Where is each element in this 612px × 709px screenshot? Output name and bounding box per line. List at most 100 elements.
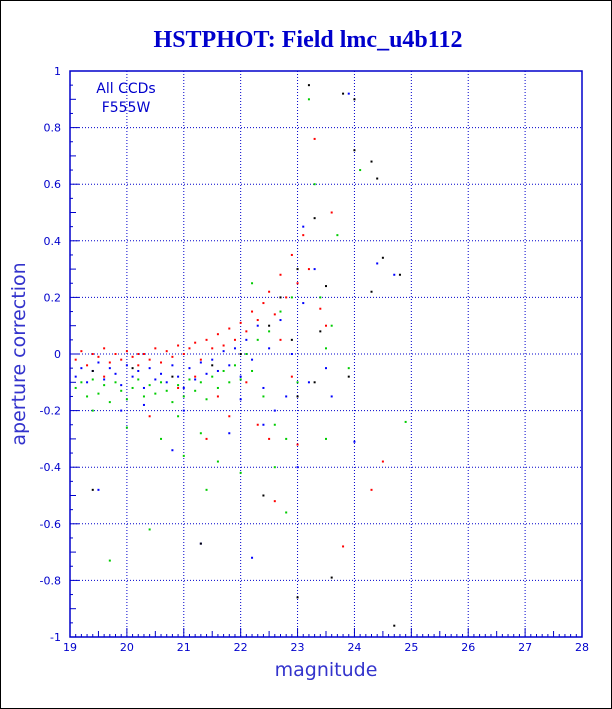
data-point xyxy=(160,437,163,440)
data-point xyxy=(216,395,219,398)
data-point xyxy=(262,386,265,389)
data-point xyxy=(86,364,89,367)
data-point xyxy=(91,353,94,355)
data-point xyxy=(245,353,248,355)
data-point xyxy=(398,273,401,276)
data-point xyxy=(262,302,265,305)
data-point xyxy=(245,330,248,333)
data-point xyxy=(142,353,145,355)
data-point xyxy=(279,319,282,322)
data-point xyxy=(290,375,293,378)
data-point xyxy=(330,395,333,398)
y-tick-label: -0.2 xyxy=(40,405,61,418)
data-point xyxy=(131,355,134,358)
data-point xyxy=(330,211,333,214)
data-point xyxy=(142,403,145,406)
data-point xyxy=(171,449,174,452)
data-point xyxy=(97,361,100,364)
data-point xyxy=(205,488,208,491)
data-point xyxy=(131,367,134,370)
data-point xyxy=(273,423,276,426)
data-point xyxy=(205,372,208,375)
data-point xyxy=(205,398,208,401)
data-point xyxy=(296,282,299,285)
data-point xyxy=(353,440,356,443)
data-point xyxy=(353,149,356,152)
data-point xyxy=(216,333,219,336)
data-point xyxy=(142,386,145,389)
data-point xyxy=(137,378,140,381)
grid xyxy=(70,71,582,637)
data-point xyxy=(182,395,185,398)
y-tick-labels: -1 -0.8 -0.6 -0.4 -0.2 0 0.2 0.4 0.6 0.8 1 xyxy=(40,65,61,644)
data-point xyxy=(228,432,231,435)
data-point xyxy=(91,409,94,412)
tick-marks xyxy=(69,70,583,638)
data-point xyxy=(268,347,271,350)
data-point xyxy=(182,454,185,457)
data-point xyxy=(120,358,123,361)
x-tick-label: 27 xyxy=(518,641,532,654)
data-point xyxy=(359,169,362,172)
data-point xyxy=(245,338,248,341)
data-point xyxy=(251,310,254,313)
data-point xyxy=(313,268,316,271)
data-point xyxy=(256,319,259,322)
data-point xyxy=(103,375,106,378)
data-point xyxy=(325,285,327,288)
data-point xyxy=(347,92,350,95)
data-point xyxy=(199,381,202,384)
annotation-ccds: All CCDs xyxy=(96,81,155,97)
data-point xyxy=(86,381,89,384)
data-point xyxy=(108,367,111,370)
data-point xyxy=(74,358,77,361)
data-point xyxy=(296,596,299,599)
data-point xyxy=(165,381,168,384)
data-point xyxy=(194,341,197,344)
data-point xyxy=(91,369,94,372)
data-point xyxy=(97,392,100,395)
data-point xyxy=(268,324,271,327)
data-point xyxy=(199,358,202,361)
data-point xyxy=(285,296,288,299)
data-point xyxy=(108,361,111,364)
data-point xyxy=(120,384,123,387)
data-point xyxy=(342,92,345,95)
data-point xyxy=(239,321,242,324)
data-point xyxy=(239,398,242,401)
data-point xyxy=(245,381,248,384)
data-point xyxy=(211,347,214,350)
y-tick-label: -1 xyxy=(50,631,61,644)
data-point xyxy=(131,386,134,389)
data-point xyxy=(80,367,83,370)
x-tick-label: 21 xyxy=(177,641,191,654)
data-point xyxy=(114,353,117,355)
data-point xyxy=(285,437,288,440)
x-tick-label: 19 xyxy=(63,641,77,654)
data-point xyxy=(290,338,293,341)
annotation-filter: F555W xyxy=(102,100,151,116)
data-point xyxy=(154,378,157,381)
data-point xyxy=(262,395,265,398)
data-point xyxy=(165,389,168,392)
data-point xyxy=(336,234,339,237)
data-point xyxy=(177,344,180,347)
data-point xyxy=(182,409,185,412)
y-tick-label: 0 xyxy=(54,348,61,361)
data-point xyxy=(177,375,180,378)
data-point xyxy=(319,330,322,333)
data-point xyxy=(319,296,322,299)
data-point xyxy=(239,353,242,355)
data-point xyxy=(347,375,350,378)
data-point xyxy=(74,386,77,389)
data-point xyxy=(239,378,242,381)
data-point xyxy=(273,313,276,316)
data-point xyxy=(370,290,373,293)
data-point xyxy=(330,576,333,579)
data-point xyxy=(268,437,271,440)
data-point xyxy=(285,511,288,514)
data-point xyxy=(211,375,214,378)
data-point xyxy=(171,401,174,404)
data-point xyxy=(103,378,106,381)
